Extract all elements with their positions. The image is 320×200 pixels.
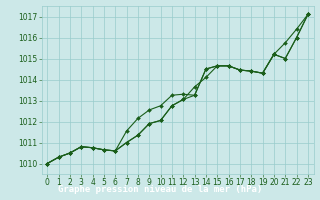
Text: Graphe pression niveau de la mer (hPa): Graphe pression niveau de la mer (hPa) [58,186,262,194]
